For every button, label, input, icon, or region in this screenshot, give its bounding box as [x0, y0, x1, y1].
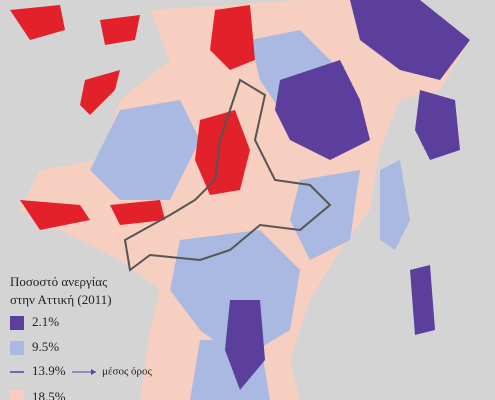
legend-swatch — [10, 316, 24, 330]
region — [380, 160, 410, 250]
region — [350, 0, 470, 80]
region — [90, 100, 200, 200]
legend-label: 13.9% — [32, 363, 66, 378]
boundary — [123, 78, 332, 272]
region — [210, 5, 255, 70]
region — [10, 5, 65, 40]
region — [195, 110, 250, 195]
legend-title: Ποσοστό ανεργίας — [10, 274, 108, 289]
region — [225, 300, 265, 390]
region — [100, 15, 140, 45]
legend-label: 18.5% — [32, 389, 66, 400]
region — [110, 200, 165, 225]
region — [80, 70, 120, 115]
legend-mean-label: μέσος όρος — [102, 366, 153, 378]
legend-title: στην Αττική (2011) — [10, 292, 112, 307]
legend-swatch — [10, 341, 24, 355]
region — [410, 265, 435, 335]
region — [415, 90, 460, 160]
region — [20, 200, 90, 230]
legend-arrow-head — [91, 369, 96, 375]
region — [170, 230, 300, 360]
legend-swatch — [10, 390, 24, 400]
legend-label: 2.1% — [32, 314, 59, 329]
region — [290, 170, 360, 260]
legend-label: 9.5% — [32, 339, 59, 354]
region — [275, 60, 370, 160]
